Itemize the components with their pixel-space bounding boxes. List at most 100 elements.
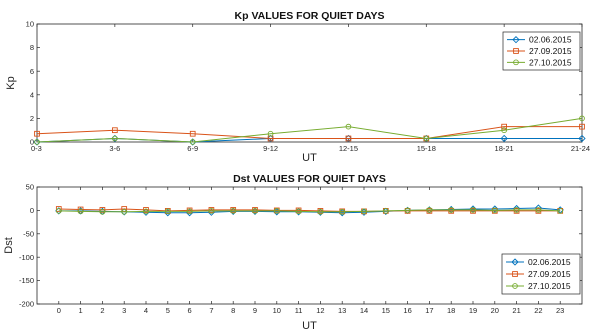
x-tick-label: 7 <box>209 306 213 315</box>
series-line <box>36 117 583 143</box>
data-point <box>501 127 507 134</box>
data-point <box>34 130 40 137</box>
x-tick-label: 20 <box>491 306 499 315</box>
data-point <box>345 135 352 142</box>
series-27.10.2015 <box>34 115 585 145</box>
x-tick-label: 0-3 <box>31 144 42 153</box>
y-axis-label: Kp <box>5 76 17 89</box>
x-tick-label: 21 <box>512 306 520 315</box>
x-tick-label: 15-18 <box>417 144 436 153</box>
legend-marker <box>512 283 518 289</box>
x-tick-label: 1 <box>79 306 83 315</box>
data-point <box>317 208 324 215</box>
x-tick-label: 18 <box>447 306 455 315</box>
data-point <box>339 208 346 215</box>
y-tick-label: 0 <box>30 206 34 215</box>
data-point <box>512 204 521 213</box>
x-axis-label: UT <box>302 152 317 164</box>
y-tick-label: 2 <box>30 114 34 123</box>
data-point <box>99 207 106 213</box>
data-point <box>423 135 430 142</box>
data-point <box>491 205 499 213</box>
x-tick-label: 9 <box>253 306 257 315</box>
legend-marker <box>513 48 519 54</box>
x-tick-label: 6-9 <box>187 144 198 153</box>
data-point <box>491 207 498 214</box>
legend-marker <box>512 271 518 277</box>
legend-marker <box>512 36 520 44</box>
x-tick-label: 2 <box>100 306 104 315</box>
data-point <box>252 208 258 214</box>
data-point <box>77 206 84 213</box>
legend-label: 02.06.2015 <box>529 35 572 45</box>
y-tick-label: 6 <box>30 67 34 76</box>
y-tick-label: -100 <box>19 253 34 262</box>
data-point <box>186 208 193 215</box>
series-line <box>58 208 561 212</box>
x-tick-label: 9-12 <box>263 144 278 153</box>
data-point <box>121 208 128 215</box>
data-point <box>426 207 433 213</box>
x-tick-label: 5 <box>166 306 170 315</box>
data-point <box>579 115 585 122</box>
plot-area <box>36 23 583 143</box>
data-point <box>578 134 586 143</box>
x-tick-label: 4 <box>144 306 148 315</box>
x-tick-label: 10 <box>273 306 281 315</box>
series-line <box>36 126 582 139</box>
x-tick-label: 6 <box>188 306 192 315</box>
chart-title: Kp VALUES FOR QUIET DAYS <box>235 10 385 22</box>
legend-marker <box>511 258 519 266</box>
legend: 02.06.2015 27.09.2015 27.10.2015 <box>501 253 581 295</box>
data-point <box>470 207 476 213</box>
y-tick-label: 0 <box>30 138 34 147</box>
y-tick-label: 4 <box>30 90 34 99</box>
data-point <box>513 207 520 213</box>
x-tick-label: 11 <box>295 306 303 315</box>
data-point <box>295 208 302 215</box>
data-point <box>500 134 508 143</box>
chart-1: 0 2 4 6 8 10 0-3 3-6 6-9 9-12 12-15 15-18 18-21 21-24… <box>5 10 590 164</box>
data-point <box>557 208 564 214</box>
x-tick-label: 3 <box>122 306 126 315</box>
legend-label: 02.06.2015 <box>528 257 571 267</box>
legend-label: 27.09.2015 <box>528 269 571 279</box>
data-point <box>501 123 507 130</box>
x-tick-label: 16 <box>403 306 411 315</box>
x-tick-label: 14 <box>360 306 368 315</box>
x-tick-label: 23 <box>556 306 564 315</box>
data-point <box>267 130 274 137</box>
data-point <box>448 207 455 213</box>
y-tick-label: -150 <box>19 276 34 285</box>
x-tick-label: 15 <box>382 306 390 315</box>
x-axis-label: UT <box>302 320 317 332</box>
data-point <box>189 139 196 145</box>
x-tick-label: 12-15 <box>339 144 358 153</box>
x-tick-label: 0 <box>57 306 61 315</box>
series-line <box>58 209 561 213</box>
data-point <box>77 208 84 215</box>
data-point <box>345 123 352 130</box>
legend-marker <box>513 59 519 66</box>
plot-area <box>36 186 583 305</box>
x-tick-label: 21-24 <box>571 144 590 153</box>
legend-label: 27.10.2015 <box>528 281 571 291</box>
x-tick-label: 18-21 <box>495 144 514 153</box>
y-tick-label: 10 <box>26 20 34 29</box>
data-point <box>143 208 149 215</box>
legend-label: 27.10.2015 <box>529 57 572 67</box>
data-point <box>404 207 411 214</box>
x-tick-label: 8 <box>231 306 235 315</box>
data-point <box>55 208 62 214</box>
chart-title: Dst VALUES FOR QUIET DAYS <box>233 173 386 185</box>
data-point <box>230 208 237 214</box>
x-tick-label: 19 <box>469 306 477 315</box>
data-point <box>535 207 542 213</box>
data-point <box>579 123 585 130</box>
x-tick-label: 12 <box>316 306 324 315</box>
y-axis-label: Dst <box>3 237 15 254</box>
legend-label: 27.09.2015 <box>529 46 572 56</box>
y-tick-label: -200 <box>19 300 34 309</box>
